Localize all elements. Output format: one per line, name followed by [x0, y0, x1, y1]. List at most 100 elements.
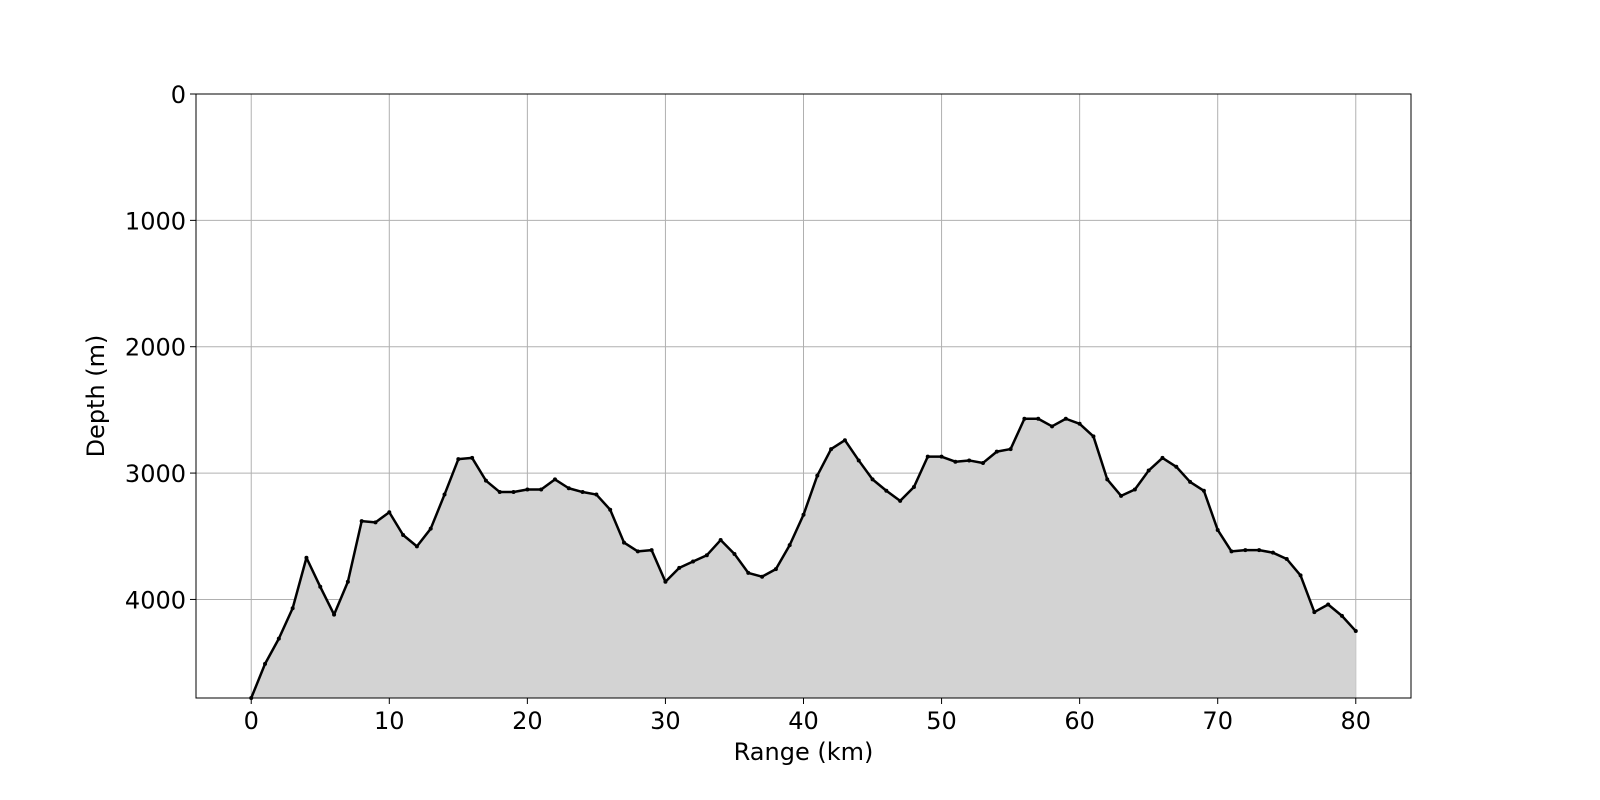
- data-point: [911, 484, 916, 489]
- data-point: [525, 487, 530, 492]
- data-point: [1284, 557, 1289, 562]
- data-point: [815, 473, 820, 478]
- data-point: [1146, 468, 1151, 473]
- data-point: [691, 559, 696, 564]
- data-point: [677, 565, 682, 570]
- data-point: [359, 519, 364, 524]
- x-tick-label: 20: [512, 707, 543, 735]
- data-point: [953, 459, 958, 464]
- data-point: [884, 488, 889, 493]
- data-point: [994, 449, 999, 454]
- data-point: [1312, 610, 1317, 615]
- data-point: [497, 490, 502, 495]
- y-tick-label: 0: [171, 81, 186, 109]
- data-point: [1105, 477, 1110, 482]
- data-point: [387, 510, 392, 515]
- x-tick-label: 0: [244, 707, 259, 735]
- data-point: [787, 543, 792, 548]
- data-point: [967, 458, 972, 463]
- data-point: [622, 540, 627, 545]
- x-axis-label: Range (km): [734, 738, 874, 766]
- seafloor-fill: [251, 418, 1356, 698]
- data-point: [276, 636, 281, 641]
- data-point: [552, 477, 557, 482]
- data-point: [1008, 447, 1013, 452]
- data-point: [1229, 549, 1234, 554]
- data-point: [1270, 550, 1275, 555]
- y-tick-label: 4000: [125, 586, 186, 614]
- data-point: [718, 538, 723, 543]
- data-point: [1243, 548, 1248, 553]
- data-point: [1119, 493, 1124, 498]
- data-point: [746, 570, 751, 575]
- y-tick-label: 1000: [125, 207, 186, 235]
- data-point: [1201, 488, 1206, 493]
- data-point: [470, 455, 475, 460]
- data-point: [898, 498, 903, 503]
- data-point: [1063, 416, 1068, 421]
- data-point: [1188, 479, 1193, 484]
- data-point: [980, 460, 985, 465]
- data-point: [1132, 487, 1137, 492]
- data-point: [1077, 421, 1082, 426]
- data-point: [511, 490, 516, 495]
- data-point: [663, 579, 668, 584]
- data-point: [760, 574, 765, 579]
- data-point: [704, 553, 709, 558]
- x-tick-label: 40: [788, 707, 819, 735]
- data-point: [580, 490, 585, 495]
- data-point: [1022, 416, 1027, 421]
- data-point: [539, 487, 544, 492]
- data-point: [373, 520, 378, 525]
- data-point: [1036, 416, 1041, 421]
- x-tick-label: 30: [650, 707, 681, 735]
- data-markers: [249, 416, 1358, 700]
- data-point: [829, 447, 834, 452]
- data-point: [1215, 527, 1220, 532]
- y-tick-label: 2000: [125, 334, 186, 362]
- data-point: [290, 606, 295, 611]
- data-point: [1353, 629, 1358, 634]
- x-tick-label: 10: [374, 707, 405, 735]
- data-point: [1160, 455, 1165, 460]
- x-tick-label: 70: [1202, 707, 1233, 735]
- data-point: [1050, 424, 1055, 429]
- y-axis-label: Depth (m): [82, 335, 110, 458]
- data-point: [566, 486, 571, 491]
- data-point: [939, 454, 944, 459]
- data-point: [1091, 434, 1096, 439]
- x-tick-label: 80: [1340, 707, 1371, 735]
- x-tick-label: 50: [926, 707, 957, 735]
- data-point: [332, 612, 337, 617]
- x-tick-label: 60: [1064, 707, 1095, 735]
- data-point: [1174, 464, 1179, 469]
- data-point: [318, 584, 323, 589]
- data-point: [304, 555, 309, 560]
- data-point: [428, 526, 433, 531]
- data-point: [870, 477, 875, 482]
- data-point: [925, 454, 930, 459]
- data-point: [414, 544, 419, 549]
- data-point: [483, 478, 488, 483]
- data-point: [1298, 573, 1303, 578]
- data-point: [263, 661, 268, 666]
- data-point: [649, 548, 654, 553]
- axis-ticks: 0 10 20 30 40 50 60 70 80 0 1000 2000 3000 4000: [125, 81, 1371, 735]
- y-tick-label: 3000: [125, 460, 186, 488]
- data-point: [856, 458, 861, 463]
- data-point: [842, 438, 847, 443]
- data-point: [732, 551, 737, 556]
- data-point: [594, 492, 599, 497]
- data-point: [456, 457, 461, 462]
- data-point: [345, 579, 350, 584]
- data-point: [401, 532, 406, 537]
- data-point: [801, 512, 806, 517]
- data-point: [608, 507, 613, 512]
- data-point: [1326, 602, 1331, 607]
- data-point: [773, 567, 778, 572]
- data-point: [1339, 613, 1344, 618]
- data-point: [442, 492, 447, 497]
- data-point: [1257, 548, 1262, 553]
- data-point: [635, 549, 640, 554]
